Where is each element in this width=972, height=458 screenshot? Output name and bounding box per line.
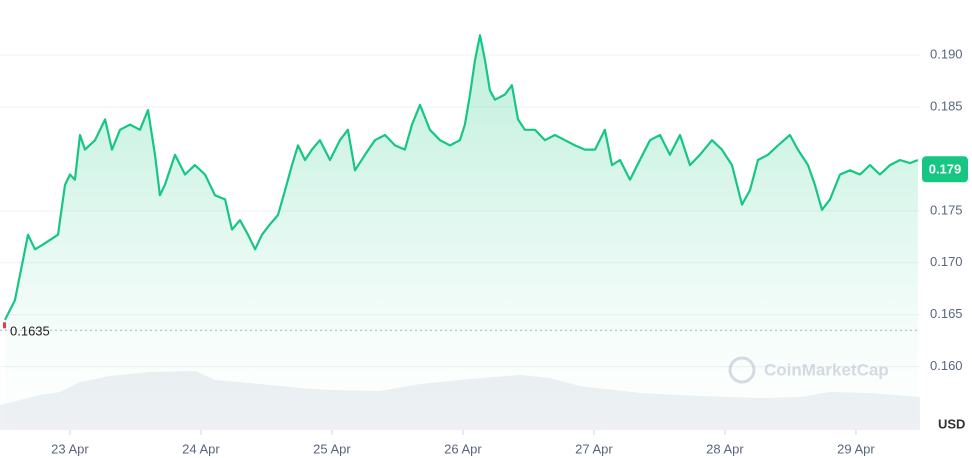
watermark: CoinMarketCap xyxy=(728,356,889,384)
y-tick-label: 0.170 xyxy=(930,254,963,269)
y-tick-label: 0.190 xyxy=(930,46,963,61)
x-tick-label: 28 Apr xyxy=(706,441,744,456)
x-tick-label: 23 Apr xyxy=(51,441,89,456)
x-tick-label: 26 Apr xyxy=(444,441,482,456)
price-area xyxy=(5,35,918,431)
watermark-text: CoinMarketCap xyxy=(764,360,889,379)
y-tick-label: 0.175 xyxy=(930,202,963,217)
y-tick-label: 0.160 xyxy=(930,358,963,373)
currency-label: USD xyxy=(938,416,965,431)
x-tick-label: 25 Apr xyxy=(313,441,351,456)
x-tick-label: 24 Apr xyxy=(182,441,220,456)
current-price-label: 0.179 xyxy=(929,162,962,177)
reference-marker xyxy=(3,322,6,329)
price-line xyxy=(4,34,919,321)
x-tick-label: 29 Apr xyxy=(837,441,875,456)
y-tick-label: 0.165 xyxy=(930,306,963,321)
current-price-tag xyxy=(922,156,968,183)
x-tick-label: 27 Apr xyxy=(575,441,613,456)
reference-label: 0.1635 xyxy=(10,324,50,339)
y-tick-label: 0.185 xyxy=(930,98,963,113)
plot xyxy=(4,34,919,431)
watermark-logo xyxy=(728,356,756,384)
